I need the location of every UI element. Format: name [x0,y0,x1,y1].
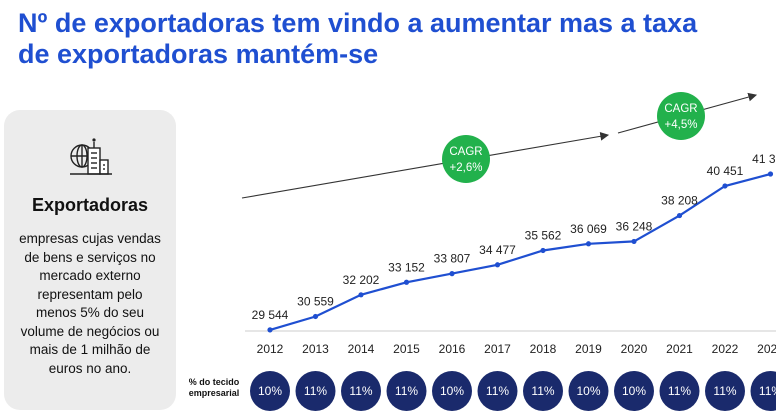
data-label-2017: 34 477 [479,243,516,257]
share-circle-2014 [341,371,381,411]
title-line-1: Nº de exportadoras tem vindo a aumentar … [18,8,698,38]
share-circle-2019 [568,371,609,411]
data-point-2022 [722,183,728,189]
x-tick-2019: 2019 [575,342,602,356]
data-label-2022: 40 451 [707,164,744,178]
share-value-2019: 10% [576,384,600,398]
x-tick-2013: 2013 [302,342,329,356]
data-label-2020: 36 248 [616,219,653,233]
cagr-badge-title-1: CAGR [449,146,482,158]
card-description: empresas cujas vendas de bens e serviços… [19,231,161,376]
data-point-2023 [767,171,774,177]
share-value-2016: 10% [440,384,464,398]
share-circle-2015 [386,371,427,411]
share-value-2015: 11% [395,384,418,398]
data-point-2015 [403,279,410,285]
cagr-badge-title-2: CAGR [664,103,697,115]
cagr-trend-arrow-1 [241,131,610,199]
share-circle-2022 [705,371,745,411]
series-line-exportadoras [269,172,771,331]
share-value-2021: 11% [668,384,691,398]
data-point-2014 [358,292,364,298]
share-circle-2013 [295,371,336,411]
share-value-2020: 10% [622,384,646,398]
x-tick-2022: 2022 [712,342,739,356]
page-title: Nº de exportadoras tem vindo a aumentar … [18,8,768,70]
share-circle-2018 [523,371,563,411]
title-line-2: de exportadoras mantém-se [18,39,379,69]
share-value-2014: 11% [349,384,372,398]
x-tick-2015: 2015 [393,342,420,356]
share-value-2017: 11% [486,384,509,398]
data-point-2021 [676,212,683,219]
share-circle-2023 [750,371,776,411]
data-label-2019: 36 069 [570,222,607,236]
data-label-2014: 32 202 [343,273,380,287]
cagr-badge-2 [657,92,705,140]
card-heading: Exportadoras [31,195,149,215]
data-label-2015: 33 152 [388,260,425,274]
data-point-2019 [585,241,592,247]
share-value-2012: 10% [258,384,282,398]
share-value-2018: 11% [531,384,554,398]
cagr-badge-1 [442,135,490,183]
data-point-2017 [494,262,501,268]
share-value-2013: 11% [304,384,327,398]
share-circle-2012 [250,371,290,411]
data-label-2016: 33 807 [434,252,471,266]
share-circle-2016 [432,371,472,411]
share-circle-2020 [614,371,654,411]
data-point-2012 [267,327,273,333]
data-label-2013: 30 559 [297,294,334,308]
share-value-2023: 11% [759,384,776,398]
x-tick-2017: 2017 [484,342,511,356]
share-value-2022: 11% [713,384,736,398]
data-point-2018 [540,247,546,254]
cagr-badge-value-2: +4,5% [665,119,698,131]
share-circle-2017 [477,371,518,411]
data-label-2018: 35 562 [525,228,562,242]
share-label: % do tecido empresarial [188,377,240,398]
data-point-2013 [312,313,319,320]
x-tick-2012: 2012 [257,342,284,356]
data-point-2020 [631,238,637,245]
x-tick-2014: 2014 [348,342,375,356]
share-circle-2021 [659,371,700,411]
data-label-2012: 29 544 [252,308,289,322]
data-point-2016 [449,271,455,277]
data-label-2021: 38 208 [661,194,698,208]
x-tick-2016: 2016 [439,342,466,356]
x-tick-2020: 2020 [621,342,648,356]
data-label-2023: 41 359 [752,152,776,166]
building-city-icon [68,134,114,185]
definition-card: Exportadoras empresas cujas vendas de be… [4,110,176,410]
x-tick-2021: 2021 [666,342,693,356]
x-tick-2018: 2018 [530,342,557,356]
cagr-badge-value-1: +2,6% [450,162,483,174]
